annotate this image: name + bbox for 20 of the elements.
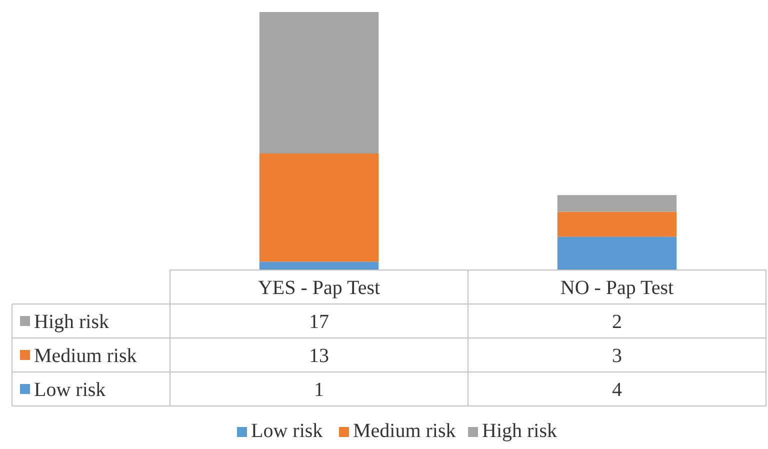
legend-label: Medium risk xyxy=(34,345,137,367)
legend-label: High risk xyxy=(34,311,109,333)
data-label: 13 xyxy=(309,345,329,367)
data-label: 17 xyxy=(309,311,329,333)
bar xyxy=(557,212,677,237)
bar xyxy=(259,12,379,154)
data-label: 2 xyxy=(612,311,622,333)
data-label: 4 xyxy=(612,379,622,401)
text: Low risk xyxy=(34,379,106,401)
bar xyxy=(259,153,379,262)
bar xyxy=(557,236,677,270)
bar xyxy=(557,195,677,212)
bar xyxy=(259,262,379,270)
x-tick-label: YES - Pap Test xyxy=(258,277,380,299)
data-label: 3 xyxy=(612,345,622,367)
legend-label: Low risk xyxy=(251,420,323,442)
text: Medium risk xyxy=(353,420,456,442)
data-label: 1 xyxy=(314,379,324,401)
x-tick-label: NO - Pap Test xyxy=(560,277,674,299)
text: High risk xyxy=(482,420,557,442)
